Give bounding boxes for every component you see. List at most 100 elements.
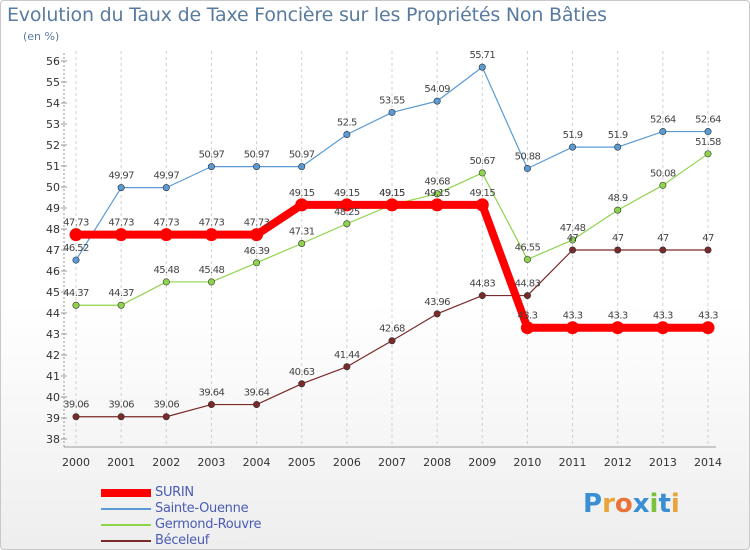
y-tick-label: 40 bbox=[46, 391, 60, 404]
data-point bbox=[523, 165, 531, 173]
data-label: 43.3 bbox=[517, 311, 537, 322]
data-point bbox=[388, 337, 396, 345]
data-label: 49.15 bbox=[424, 188, 450, 199]
data-point bbox=[253, 259, 261, 267]
data-point bbox=[117, 301, 125, 309]
data-point bbox=[298, 380, 306, 388]
data-label: 39.06 bbox=[63, 400, 89, 411]
data-label: 49.97 bbox=[108, 171, 134, 182]
data-label: 51.58 bbox=[695, 137, 721, 148]
data-label: 44.83 bbox=[469, 279, 495, 290]
data-point bbox=[478, 169, 486, 177]
logo-letter: x bbox=[632, 489, 650, 519]
data-label: 47.73 bbox=[63, 218, 89, 229]
data-label: 50.97 bbox=[289, 150, 315, 161]
data-point bbox=[250, 228, 264, 242]
data-point bbox=[159, 228, 173, 242]
data-label: 40.63 bbox=[289, 367, 315, 378]
logo-letter: o bbox=[614, 489, 633, 519]
data-label: 43.96 bbox=[424, 297, 450, 308]
data-label: 49.68 bbox=[424, 177, 450, 188]
data-label: 49.97 bbox=[153, 171, 179, 182]
grid-lines bbox=[75, 51, 709, 447]
y-tick-label: 50 bbox=[46, 181, 60, 194]
data-point bbox=[114, 228, 128, 242]
data-point bbox=[72, 256, 80, 264]
data-label: 47.73 bbox=[153, 218, 179, 229]
data-label: 49.15 bbox=[334, 188, 360, 199]
data-point bbox=[566, 321, 580, 335]
y-tick-label: 44 bbox=[46, 307, 60, 320]
data-label: 52.64 bbox=[650, 115, 676, 126]
data-point bbox=[340, 198, 354, 212]
data-point bbox=[569, 236, 577, 244]
data-point bbox=[388, 108, 396, 116]
y-tick-label: 47 bbox=[46, 244, 60, 257]
legend-label: SURIN bbox=[155, 485, 194, 500]
logo-letter: r bbox=[602, 489, 615, 519]
data-point bbox=[69, 228, 83, 242]
data-point bbox=[433, 310, 441, 318]
y-tick-label: 51 bbox=[46, 160, 60, 173]
y-tick-label: 56 bbox=[46, 55, 60, 68]
data-label: 49.15 bbox=[289, 188, 315, 199]
data-label: 54.09 bbox=[424, 84, 450, 95]
data-point bbox=[656, 321, 670, 335]
data-label: 44.37 bbox=[63, 288, 89, 299]
data-point bbox=[701, 321, 715, 335]
data-label: 45.48 bbox=[153, 265, 179, 276]
data-point bbox=[659, 128, 667, 136]
x-tick-label: 2013 bbox=[649, 456, 677, 469]
data-label: 51.9 bbox=[563, 130, 583, 141]
legend-swatch bbox=[101, 524, 151, 526]
data-label: 39.06 bbox=[153, 400, 179, 411]
data-point bbox=[162, 184, 170, 192]
data-label: 47.73 bbox=[108, 218, 134, 229]
data-point bbox=[614, 206, 622, 214]
logo-letter: P bbox=[583, 489, 603, 519]
data-label: 39.06 bbox=[108, 400, 134, 411]
data-label: 47 bbox=[612, 233, 624, 244]
data-point bbox=[253, 401, 261, 409]
data-point bbox=[611, 321, 625, 335]
x-tick-label: 2011 bbox=[559, 456, 587, 469]
data-point bbox=[117, 184, 125, 192]
data-label: 43.3 bbox=[653, 311, 673, 322]
data-label: 55.71 bbox=[469, 50, 495, 61]
legend-label: Béceleuf bbox=[155, 533, 210, 548]
y-tick-label: 55 bbox=[46, 76, 60, 89]
legend-label: Sainte-Ouenne bbox=[155, 501, 249, 516]
data-label: 43.3 bbox=[698, 311, 718, 322]
data-label: 44.83 bbox=[515, 279, 541, 290]
data-label: 51.9 bbox=[608, 130, 628, 141]
data-label: 50.97 bbox=[199, 150, 225, 161]
legend-swatch bbox=[101, 508, 151, 510]
data-point bbox=[475, 198, 489, 212]
y-tick-label: 42 bbox=[46, 349, 60, 362]
x-tick-label: 2002 bbox=[152, 456, 180, 469]
data-label: 46.52 bbox=[63, 243, 89, 254]
series-lines bbox=[69, 63, 715, 421]
data-label: 49.15 bbox=[469, 188, 495, 199]
data-point bbox=[162, 413, 170, 421]
data-point bbox=[385, 198, 399, 212]
x-tick-label: 2006 bbox=[333, 456, 361, 469]
chart-subtitle: (en %) bbox=[23, 30, 60, 43]
y-tick-label: 38 bbox=[46, 433, 60, 446]
y-tick-label: 52 bbox=[46, 139, 60, 152]
data-point bbox=[704, 150, 712, 158]
data-label: 52.64 bbox=[695, 115, 721, 126]
data-label: 50.88 bbox=[515, 152, 541, 163]
data-label: 45.48 bbox=[199, 265, 225, 276]
x-tick-label: 2000 bbox=[62, 456, 90, 469]
data-label: 39.64 bbox=[199, 388, 225, 399]
data-label: 42.68 bbox=[379, 324, 405, 335]
data-label: 47.48 bbox=[560, 223, 586, 234]
data-label: 43.3 bbox=[563, 311, 583, 322]
data-point bbox=[433, 97, 441, 105]
data-point bbox=[569, 246, 577, 254]
data-label: 49.15 bbox=[379, 188, 405, 199]
y-tick-label: 41 bbox=[46, 370, 60, 383]
y-tick-label: 39 bbox=[46, 412, 60, 425]
data-label: 50.08 bbox=[650, 168, 676, 179]
